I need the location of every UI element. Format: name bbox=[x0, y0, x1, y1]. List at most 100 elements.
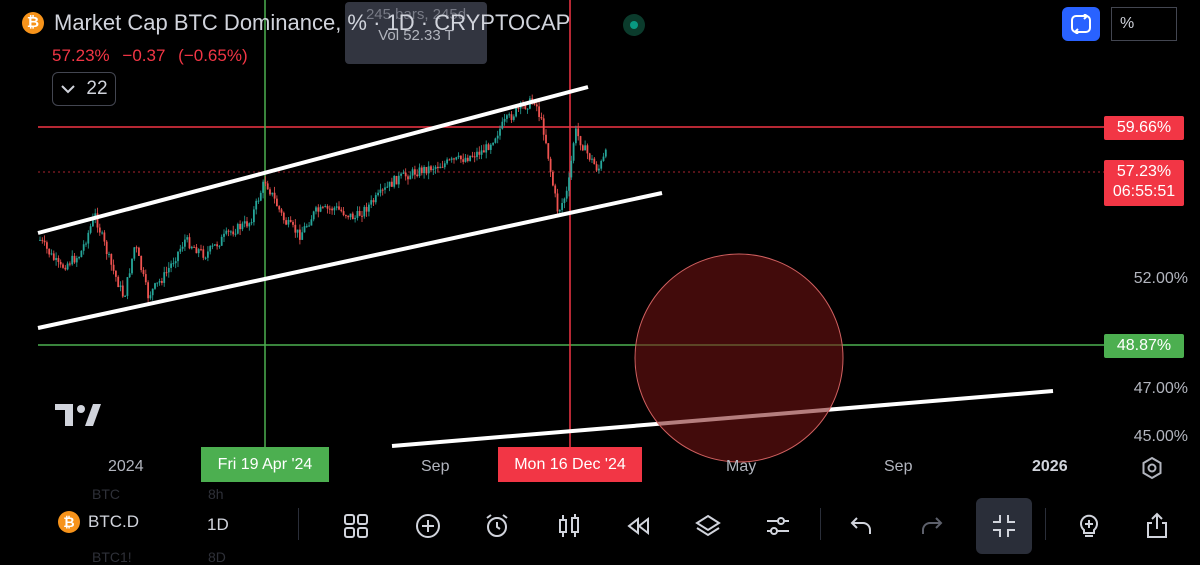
candle-body bbox=[506, 115, 508, 119]
candle-body bbox=[62, 264, 64, 268]
price-chart[interactable] bbox=[0, 0, 1200, 495]
replay-button[interactable] bbox=[613, 503, 663, 549]
candle-body bbox=[223, 233, 225, 237]
candle-body bbox=[50, 253, 53, 255]
candle-body bbox=[73, 255, 76, 263]
candle-body bbox=[312, 211, 315, 220]
candle-body bbox=[374, 195, 377, 203]
object-tree-button[interactable] bbox=[683, 503, 733, 549]
bitcoin-icon: ₿ bbox=[58, 511, 80, 533]
candle-body bbox=[595, 164, 598, 171]
symbol-selector[interactable]: ₿ BTC.D bbox=[58, 511, 139, 533]
price-tick-45: 45.00% bbox=[1133, 428, 1188, 445]
candle-body bbox=[310, 219, 313, 226]
candle-body bbox=[87, 232, 90, 244]
chart-title[interactable]: Market Cap BTC Dominance, % · 1D · CRYPT… bbox=[54, 10, 571, 35]
candle-body bbox=[184, 239, 186, 247]
candle-body bbox=[563, 198, 566, 204]
candle-body bbox=[59, 261, 62, 265]
channel-upper-line bbox=[37, 85, 589, 235]
replay-icon bbox=[627, 516, 649, 536]
share-button[interactable] bbox=[1132, 503, 1182, 549]
candle-body bbox=[404, 172, 407, 177]
candle-body bbox=[133, 247, 136, 259]
indicators-collapse-button[interactable]: 22 bbox=[52, 72, 116, 106]
candle-body bbox=[41, 239, 44, 241]
tooltip-volume: Vol 52.33 T bbox=[378, 27, 454, 44]
candle-body bbox=[407, 176, 409, 180]
grid-layout-button[interactable] bbox=[331, 503, 381, 549]
interval-selector[interactable]: 1D bbox=[207, 515, 229, 534]
candle-body bbox=[384, 187, 386, 190]
candle-body bbox=[542, 118, 545, 135]
ghost-interval: 8h bbox=[208, 486, 224, 502]
green-level-label: 48.87% bbox=[1104, 334, 1184, 358]
candle-body bbox=[485, 144, 488, 153]
candle-body bbox=[418, 167, 421, 177]
auto-scale-button[interactable] bbox=[1062, 7, 1100, 41]
candle-body bbox=[328, 208, 331, 210]
candle-body bbox=[138, 247, 140, 256]
candle-body bbox=[92, 217, 94, 227]
candle-body bbox=[588, 153, 591, 160]
candle-body bbox=[186, 237, 189, 240]
candle-body bbox=[358, 211, 361, 216]
candle-body bbox=[181, 246, 184, 249]
candle-body bbox=[469, 155, 471, 161]
candle-body bbox=[547, 143, 550, 159]
candle-body bbox=[501, 121, 504, 129]
refresh-scale-icon bbox=[1071, 14, 1091, 34]
candle-body bbox=[526, 108, 529, 110]
candle-body bbox=[190, 246, 193, 249]
candle-body bbox=[476, 151, 478, 158]
percent-scale-toggle[interactable]: % bbox=[1111, 7, 1177, 41]
candle-body bbox=[149, 295, 152, 299]
fullscreen-exit-button[interactable] bbox=[976, 498, 1032, 554]
candle-body bbox=[395, 175, 398, 185]
candle-body bbox=[450, 158, 453, 160]
candles-icon bbox=[559, 514, 579, 537]
candle-body bbox=[64, 267, 67, 270]
candle-body bbox=[115, 270, 117, 277]
candle-body bbox=[46, 242, 48, 249]
candle-body bbox=[112, 264, 115, 271]
candle-body bbox=[416, 174, 419, 177]
candle-body bbox=[124, 295, 126, 297]
chart-type-button[interactable] bbox=[544, 503, 594, 549]
candle-body bbox=[218, 245, 221, 247]
candle-body bbox=[411, 169, 414, 176]
add-indicator-button[interactable] bbox=[403, 503, 453, 549]
candle-body bbox=[239, 223, 241, 230]
gear-icon[interactable] bbox=[1140, 456, 1164, 480]
candle-body bbox=[377, 192, 379, 196]
tooltip-bars: 245 bars, 245d bbox=[365, 6, 467, 23]
candle-body bbox=[110, 253, 113, 265]
candle-body bbox=[282, 212, 285, 221]
candle-body bbox=[570, 160, 573, 178]
bar-info-tooltip: 245 bars, 245d Vol 52.33 T bbox=[345, 2, 487, 64]
header-change-pct: (−0.65%) bbox=[178, 46, 248, 65]
candle-body bbox=[234, 233, 237, 235]
candle-body bbox=[207, 251, 209, 258]
market-status-icon[interactable] bbox=[623, 14, 645, 36]
candle-body bbox=[188, 237, 191, 249]
undo-button[interactable] bbox=[836, 503, 886, 549]
grid-icon bbox=[344, 514, 368, 538]
candle-body bbox=[345, 215, 347, 217]
time-tick-2026: 2026 bbox=[1032, 458, 1068, 475]
candle-body bbox=[448, 159, 451, 161]
alert-button[interactable] bbox=[472, 503, 522, 549]
ideas-button[interactable] bbox=[1064, 503, 1114, 549]
redo-button[interactable] bbox=[907, 503, 957, 549]
candle-body bbox=[347, 215, 350, 218]
candle-body bbox=[554, 185, 557, 194]
ghost-symbol: BTC bbox=[92, 486, 120, 502]
candle-body bbox=[381, 189, 384, 191]
candle-body bbox=[301, 232, 304, 240]
candle-body bbox=[379, 189, 382, 193]
candle-body bbox=[361, 215, 363, 217]
candle-body bbox=[57, 258, 60, 262]
candle-body bbox=[391, 181, 393, 187]
candle-body bbox=[604, 149, 607, 157]
settings-sliders-button[interactable] bbox=[753, 503, 803, 549]
